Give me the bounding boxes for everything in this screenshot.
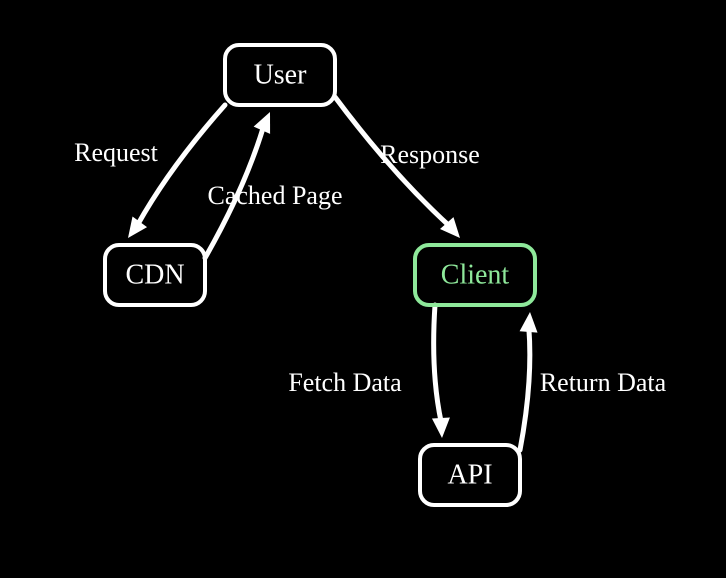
edge-request: Request — [74, 105, 225, 238]
edge-label-cached-page: Cached Page — [207, 181, 342, 210]
node-api: API — [420, 445, 520, 505]
edge-label-request: Request — [74, 138, 159, 167]
edge-cached-page: Cached Page — [205, 112, 343, 258]
node-user-label: User — [254, 59, 308, 90]
edge-response: Response — [335, 97, 480, 238]
node-cdn: CDN — [105, 245, 205, 305]
edge-label-response: Response — [380, 140, 480, 169]
flow-diagram: Request Cached Page Response Fetch Data … — [0, 0, 726, 578]
edge-label-return-data: Return Data — [540, 368, 667, 397]
edge-return-data: Return Data — [520, 312, 667, 450]
node-client-label: Client — [441, 259, 510, 290]
edge-label-fetch-data: Fetch Data — [288, 368, 402, 397]
node-api-label: API — [447, 459, 492, 490]
edge-fetch-data: Fetch Data — [288, 305, 450, 438]
node-user: User — [225, 45, 335, 105]
node-cdn-label: CDN — [125, 259, 184, 290]
node-client: Client — [415, 245, 535, 305]
